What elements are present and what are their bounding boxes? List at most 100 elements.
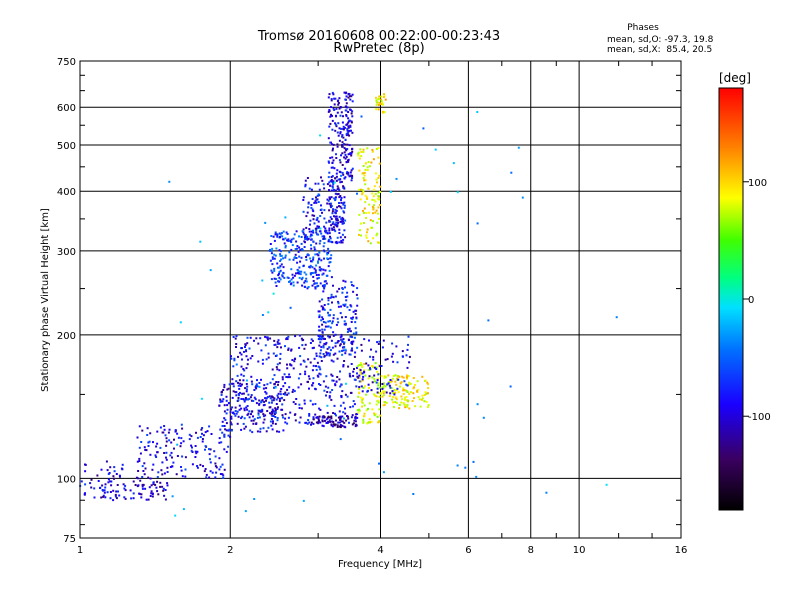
data-point bbox=[327, 352, 330, 355]
data-point bbox=[414, 405, 417, 408]
data-point bbox=[345, 419, 348, 422]
data-point bbox=[324, 227, 327, 230]
data-point bbox=[359, 369, 362, 372]
data-point bbox=[332, 331, 335, 334]
data-point bbox=[256, 416, 259, 419]
data-point bbox=[305, 215, 308, 218]
data-point bbox=[168, 428, 171, 431]
data-point bbox=[279, 352, 282, 355]
data-point bbox=[346, 143, 349, 146]
data-point bbox=[253, 396, 256, 399]
data-point bbox=[279, 255, 282, 257]
data-point bbox=[337, 300, 340, 303]
data-point bbox=[246, 405, 249, 407]
data-point bbox=[365, 212, 368, 214]
data-point bbox=[170, 441, 173, 444]
data-point bbox=[298, 266, 301, 269]
data-point bbox=[337, 103, 340, 106]
data-point bbox=[232, 390, 235, 393]
data-point bbox=[293, 358, 296, 360]
data-point bbox=[210, 433, 213, 435]
data-point bbox=[208, 476, 211, 479]
data-point bbox=[365, 409, 368, 412]
data-point bbox=[398, 407, 401, 410]
data-point bbox=[345, 382, 347, 385]
data-point bbox=[359, 222, 362, 225]
data-point bbox=[194, 456, 197, 458]
data-point bbox=[354, 351, 357, 354]
data-point bbox=[352, 340, 355, 343]
data-point bbox=[392, 401, 394, 404]
data-point bbox=[323, 416, 326, 419]
data-point bbox=[309, 219, 312, 222]
data-point bbox=[318, 355, 321, 358]
data-point bbox=[328, 354, 331, 357]
data-point bbox=[332, 180, 335, 183]
data-point bbox=[301, 344, 304, 347]
data-point bbox=[142, 470, 145, 472]
data-point bbox=[330, 176, 333, 178]
data-point bbox=[330, 178, 333, 181]
data-point bbox=[377, 195, 380, 197]
data-point bbox=[298, 403, 301, 406]
data-point bbox=[344, 407, 346, 410]
data-point bbox=[331, 222, 334, 225]
data-point bbox=[290, 268, 293, 271]
data-point bbox=[362, 386, 365, 389]
data-point bbox=[332, 159, 335, 162]
data-point bbox=[304, 234, 307, 237]
data-point bbox=[339, 415, 342, 418]
data-point bbox=[134, 484, 137, 486]
data-point bbox=[371, 226, 373, 229]
data-point bbox=[176, 455, 179, 457]
data-point bbox=[305, 256, 308, 258]
data-point bbox=[257, 360, 260, 363]
data-point bbox=[270, 235, 273, 237]
data-point bbox=[226, 408, 229, 411]
data-point bbox=[307, 286, 310, 288]
data-point bbox=[318, 266, 321, 269]
data-point bbox=[265, 336, 268, 339]
data-point bbox=[366, 231, 368, 234]
data-point bbox=[314, 287, 317, 290]
data-point bbox=[281, 378, 284, 381]
data-point bbox=[321, 211, 323, 214]
data-point bbox=[381, 110, 384, 113]
data-point bbox=[339, 220, 342, 223]
data-point bbox=[377, 103, 380, 106]
data-point bbox=[206, 430, 209, 433]
data-point bbox=[340, 335, 343, 338]
data-point bbox=[401, 398, 404, 401]
data-point bbox=[333, 167, 336, 170]
data-point bbox=[161, 431, 164, 434]
data-point bbox=[340, 199, 342, 201]
data-point bbox=[369, 242, 372, 245]
data-point bbox=[344, 316, 347, 318]
data-point bbox=[396, 401, 398, 404]
data-point bbox=[353, 403, 356, 406]
data-point bbox=[331, 156, 334, 159]
data-point bbox=[266, 410, 269, 412]
data-point bbox=[314, 286, 317, 289]
data-point bbox=[330, 224, 333, 227]
data-point bbox=[262, 427, 265, 430]
data-point bbox=[305, 277, 308, 280]
data-point bbox=[331, 143, 334, 146]
data-point bbox=[333, 404, 336, 407]
data-point bbox=[351, 349, 354, 352]
data-point bbox=[261, 399, 264, 402]
data-point bbox=[259, 410, 262, 413]
data-point bbox=[214, 465, 217, 468]
data-point bbox=[234, 406, 237, 409]
data-point bbox=[264, 335, 267, 338]
data-point bbox=[170, 451, 173, 454]
data-point bbox=[403, 380, 406, 383]
data-point bbox=[275, 354, 278, 357]
data-point bbox=[107, 473, 110, 475]
data-point bbox=[347, 173, 350, 176]
data-point bbox=[343, 421, 346, 424]
data-point bbox=[113, 466, 116, 469]
data-point bbox=[322, 290, 325, 293]
data-point bbox=[380, 98, 383, 101]
data-point bbox=[264, 414, 267, 417]
